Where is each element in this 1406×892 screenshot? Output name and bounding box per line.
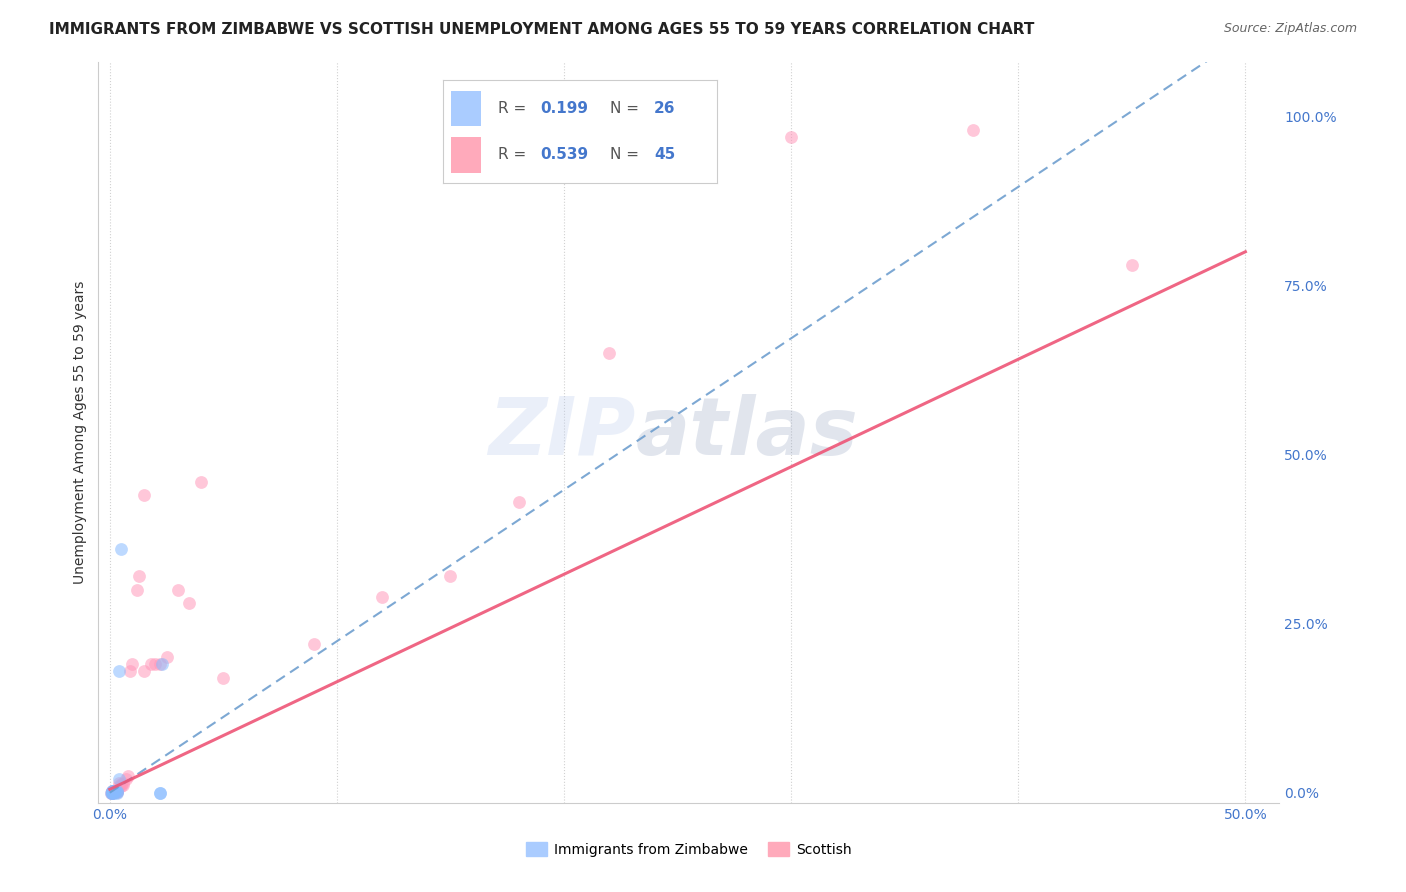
Text: 26: 26 [654,101,675,116]
Point [212,671,235,685]
Point [150,657,173,672]
Point [105,784,128,798]
Text: 45: 45 [654,147,675,162]
Point [121,657,143,672]
Point [103,785,125,799]
Legend: Immigrants from Zimbabwe, Scottish: Immigrants from Zimbabwe, Scottish [520,837,858,863]
Point [108,779,131,793]
Point [132,664,155,678]
Point [104,784,127,798]
Point [110,542,132,557]
Bar [451,91,481,127]
Point [120,664,142,678]
Point [103,784,125,798]
Point [112,778,135,792]
Point [101,785,124,799]
Point [103,783,125,797]
Text: 0.539: 0.539 [540,147,588,162]
Point [103,784,125,798]
Point [103,784,125,798]
Point [101,784,124,798]
Point [149,786,172,800]
Text: R =: R = [498,101,531,116]
Y-axis label: Unemployment Among Ages 55 to 59 years: Unemployment Among Ages 55 to 59 years [73,281,87,584]
Point [101,784,124,798]
Point [149,657,172,672]
Point [103,785,125,799]
Point [132,488,155,502]
Point [1121,258,1143,272]
Point [143,657,166,672]
Point [103,784,125,798]
Point [128,569,150,583]
Point [101,786,124,800]
Point [105,784,128,798]
Point [103,786,125,800]
Point [117,769,139,783]
Point [302,637,325,651]
Point [103,785,125,799]
Point [371,590,394,604]
Point [167,582,190,597]
Point [112,775,135,789]
Point [100,786,122,800]
Point [105,786,128,800]
Point [103,783,125,797]
Point [101,785,124,799]
Point [103,783,125,797]
Point [155,650,177,665]
Text: atlas: atlas [636,393,859,472]
Point [149,786,172,800]
Point [105,783,128,797]
Text: R =: R = [498,147,531,162]
Point [962,123,984,137]
Point [125,582,148,597]
Point [108,775,131,789]
Point [108,664,131,678]
Point [101,786,124,800]
Text: N =: N = [610,147,644,162]
Text: ZIP: ZIP [488,393,636,472]
Text: 0.199: 0.199 [540,101,588,116]
Point [439,569,461,583]
Bar [451,136,481,173]
Point [114,772,136,786]
Point [101,784,124,798]
Point [101,785,124,799]
Point [100,786,122,800]
Point [508,495,530,509]
Point [103,784,125,798]
Text: N =: N = [610,101,644,116]
Point [780,129,803,144]
Point [598,346,620,360]
Point [110,777,132,791]
Point [139,657,162,672]
Point [100,786,122,800]
Point [108,772,131,786]
Point [105,785,128,799]
Point [103,785,125,799]
Point [190,475,212,489]
Point [100,786,122,800]
Text: IMMIGRANTS FROM ZIMBABWE VS SCOTTISH UNEMPLOYMENT AMONG AGES 55 TO 59 YEARS CORR: IMMIGRANTS FROM ZIMBABWE VS SCOTTISH UNE… [49,22,1035,37]
Point [105,785,128,799]
Text: Source: ZipAtlas.com: Source: ZipAtlas.com [1223,22,1357,36]
Point [179,596,201,610]
Point [101,785,124,799]
Point [104,784,127,798]
Point [101,786,124,800]
Point [110,779,132,793]
